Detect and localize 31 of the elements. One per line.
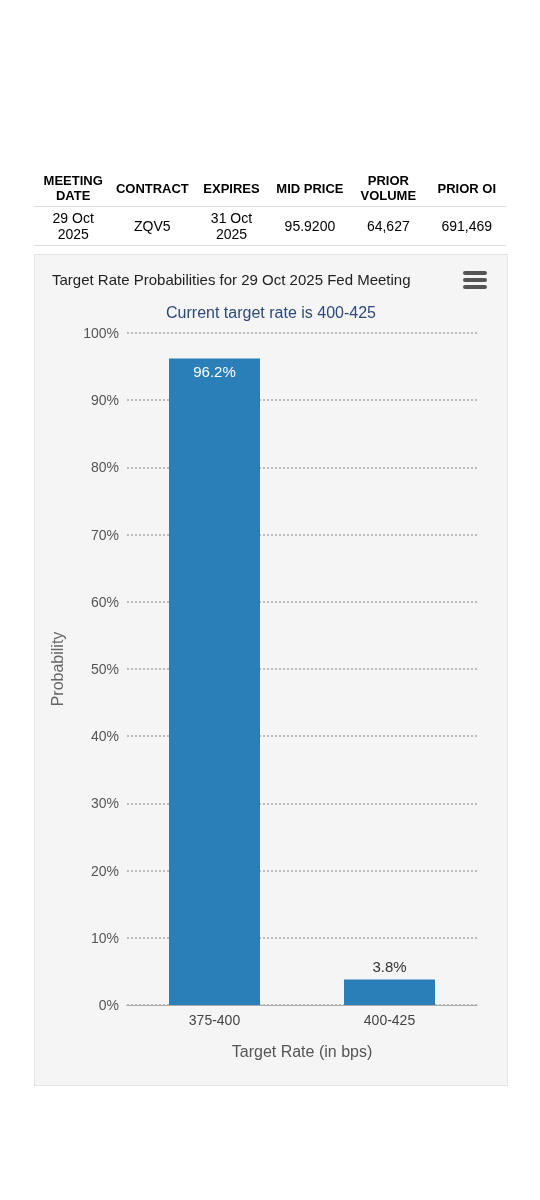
x-axis-title: Target Rate (in bps) [231, 1042, 373, 1060]
chart-title: Target Rate Probabilities for 29 Oct 2025 Fed Meeting [52, 271, 411, 288]
y-tick-label: 30% [90, 795, 119, 812]
y-tick-label: 100% [83, 325, 119, 341]
y-tick-label: 20% [90, 862, 119, 879]
text: 64,627 [349, 206, 428, 246]
data-label: 3.8% [372, 958, 407, 976]
category-label: MEETING DATE [34, 170, 113, 207]
text: 691,469 [427, 206, 506, 246]
text: 95.9200 [270, 206, 350, 246]
text: 29 Oct 2025 [34, 206, 113, 246]
category-label: PRIOR OI [427, 170, 506, 207]
y-tick-label: 60% [90, 593, 119, 610]
x-tick-label: 375-400 [188, 1012, 241, 1028]
x-tick-label: 400-425 [363, 1012, 416, 1028]
y-axis-title: Probability [48, 631, 66, 707]
category-label: EXPIRES [192, 170, 271, 207]
text: 31 Oct 2025 [192, 206, 271, 246]
y-tick-label: 90% [90, 392, 119, 409]
data-label: 96.2% [193, 362, 236, 380]
y-tick-label: 10% [90, 929, 119, 946]
y-tick-label: 40% [90, 728, 119, 745]
category-label: MID PRICE [270, 170, 350, 207]
y-tick-label: 50% [90, 661, 119, 677]
y-tick-label: 80% [90, 459, 119, 476]
category-label: CONTRACT [112, 170, 193, 207]
chart-subtitle: Current target rate is 400-425 [166, 303, 377, 321]
y-tick-label: 0% [98, 997, 119, 1013]
text: ZQV5 [112, 206, 193, 246]
category-label: PRIOR VOLUME [349, 170, 428, 207]
y-tick-label: 70% [90, 526, 119, 543]
